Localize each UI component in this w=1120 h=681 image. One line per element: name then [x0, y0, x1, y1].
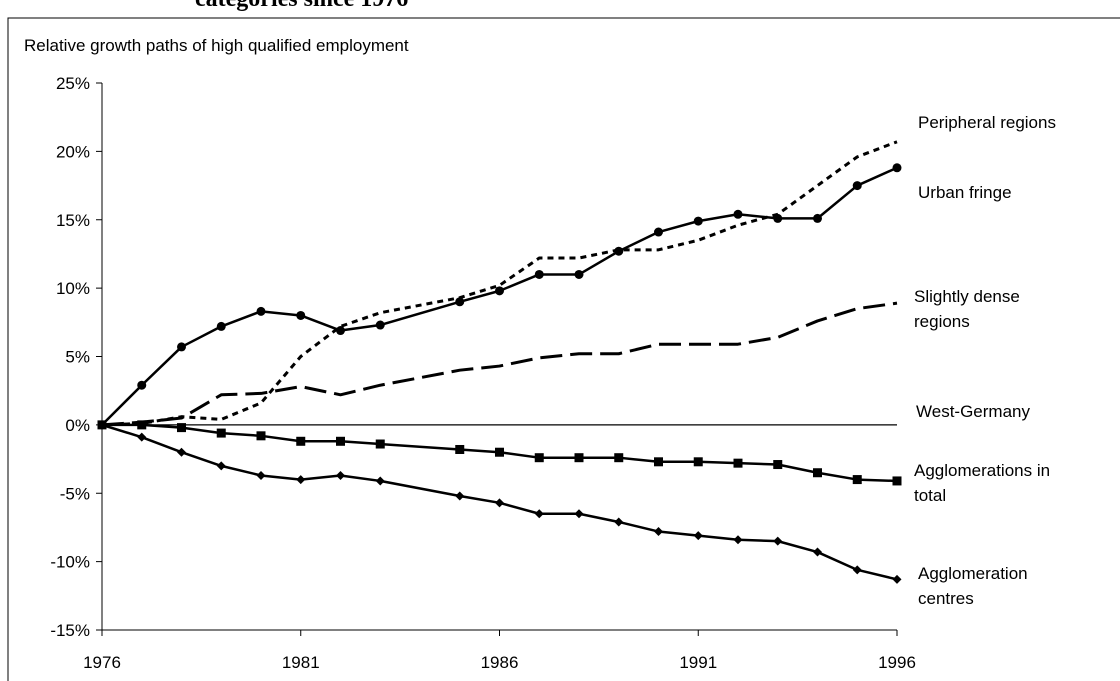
- y-tick-label: 15%: [56, 211, 90, 230]
- marker: [137, 420, 147, 430]
- marker: [256, 431, 266, 441]
- marker: [892, 476, 902, 486]
- marker: [177, 342, 186, 352]
- marker: [852, 181, 862, 191]
- marker: [574, 453, 584, 463]
- marker: [773, 536, 783, 546]
- marker: [256, 306, 266, 316]
- marker: [773, 460, 783, 470]
- frame: [7, 17, 1120, 681]
- marker: [177, 447, 186, 457]
- marker: [813, 213, 822, 223]
- y-tick-label: -15%: [50, 621, 90, 640]
- series-label: Slightly dense regions: [914, 287, 1020, 331]
- marker: [892, 574, 902, 584]
- y-tick-label: 10%: [56, 279, 90, 298]
- marker: [336, 436, 345, 446]
- marker: [296, 436, 306, 446]
- marker: [852, 475, 862, 485]
- x-tick-label: 1991: [679, 653, 717, 672]
- marker: [336, 326, 345, 336]
- marker: [614, 246, 624, 256]
- marker: [534, 269, 544, 279]
- marker: [614, 453, 624, 463]
- marker: [495, 498, 504, 508]
- marker: [216, 428, 226, 438]
- y-tick-label: 20%: [56, 142, 90, 161]
- y-tick-label: 5%: [65, 348, 90, 367]
- marker: [296, 310, 306, 320]
- y-tick-label: 25%: [56, 74, 90, 93]
- series-line: [102, 423, 898, 483]
- marker: [137, 380, 147, 390]
- marker: [693, 457, 703, 467]
- series-label: West-Germany: [916, 402, 1030, 421]
- x-tick-label: 1996: [878, 653, 916, 672]
- y-axis-label: Relative growth paths of high qualified …: [24, 36, 409, 55]
- x-tick-label: 1976: [83, 653, 121, 672]
- marker: [773, 213, 783, 223]
- marker: [296, 475, 306, 485]
- marker: [813, 468, 822, 478]
- marker: [137, 432, 147, 442]
- marker: [654, 227, 663, 237]
- series-line: [101, 301, 898, 427]
- marker: [336, 470, 345, 480]
- marker: [534, 453, 544, 463]
- series-label: Peripheral regions: [918, 113, 1056, 132]
- x-tick-label: 1986: [481, 653, 519, 672]
- marker: [693, 216, 703, 226]
- x-tick-label: 1981: [282, 653, 320, 672]
- y-tick-label: -10%: [50, 553, 90, 572]
- series-line: [101, 423, 898, 581]
- marker: [216, 461, 226, 471]
- series-label: Urban fringe: [918, 183, 1012, 202]
- marker: [654, 457, 663, 467]
- marker: [495, 286, 504, 296]
- marker: [455, 297, 465, 307]
- marker: [813, 547, 822, 557]
- series-line: [101, 166, 898, 426]
- series-label: Agglomerations in total: [914, 461, 1051, 505]
- marker: [733, 535, 743, 545]
- series-line: [101, 140, 898, 427]
- marker: [455, 491, 465, 501]
- marker: [97, 420, 107, 430]
- marker: [654, 527, 663, 537]
- marker: [614, 517, 624, 527]
- marker: [375, 439, 385, 449]
- marker: [216, 321, 226, 331]
- marker: [495, 447, 504, 457]
- y-tick-label: 0%: [65, 416, 90, 435]
- marker: [733, 458, 743, 468]
- marker: [574, 509, 584, 519]
- marker: [534, 509, 544, 519]
- marker: [892, 163, 902, 173]
- marker: [375, 476, 385, 486]
- series-label: Agglomeration centres: [918, 564, 1028, 608]
- marker: [693, 531, 703, 541]
- marker: [375, 320, 385, 330]
- marker: [574, 269, 584, 279]
- marker: [256, 470, 266, 480]
- y-tick-label: -5%: [60, 484, 90, 503]
- marker: [852, 565, 862, 575]
- marker: [177, 423, 186, 433]
- marker: [733, 209, 743, 219]
- marker: [455, 444, 465, 454]
- chart-title: categories since 1976: [195, 0, 408, 12]
